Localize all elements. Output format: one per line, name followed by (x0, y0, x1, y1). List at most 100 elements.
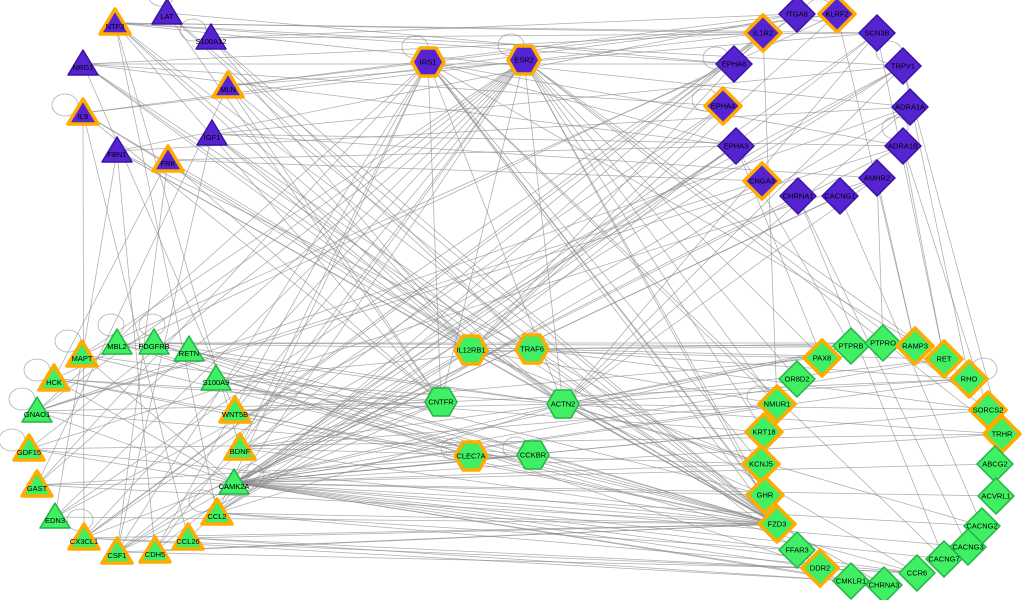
node-FBN1[interactable]: FBN1 (101, 136, 133, 163)
edge (188, 349, 766, 496)
edge (210, 13, 798, 39)
edge (153, 342, 852, 347)
green-diamond-shape (745, 475, 785, 515)
edge (54, 150, 118, 518)
green-hexagon-shape (453, 440, 489, 472)
node-MBL2[interactable]: MBL2 (101, 328, 133, 355)
self-loop-edge (148, 0, 174, 7)
edge (239, 61, 429, 449)
edge (36, 180, 763, 412)
edge (116, 349, 472, 553)
green-diamond-shape (865, 566, 903, 600)
node-WNT5B[interactable]: WNT5B (218, 395, 252, 424)
purple-triangle-shape (151, 144, 185, 173)
node-CSF1[interactable]: CSF1 (100, 536, 134, 565)
node-CX3CL1[interactable]: CX3CL1 (67, 522, 101, 551)
edge (82, 63, 472, 351)
green-diamond-shape (800, 548, 840, 588)
edge (114, 22, 778, 525)
node-ADRA1A[interactable]: ADRA1A (891, 88, 929, 126)
green-triangle-shape (173, 335, 205, 362)
node-HCK[interactable]: HCK (37, 363, 71, 392)
edge (531, 348, 918, 574)
edge (427, 61, 821, 569)
edge (82, 63, 737, 147)
edge (114, 22, 442, 403)
edge (239, 447, 762, 465)
node-CCKBR[interactable]: CCKBR (516, 440, 550, 470)
green-triangle-shape (200, 364, 232, 391)
edge (239, 403, 564, 449)
edge (54, 516, 778, 525)
green-diamond-shape (924, 339, 964, 379)
green-hexagon-shape (424, 387, 458, 417)
purple-hexagon-shape (410, 46, 446, 78)
purple-diamond-shape (891, 88, 929, 126)
node-SCN3B[interactable]: SCN3B (858, 14, 896, 52)
node-ITGA8[interactable]: ITGA8 (778, 0, 816, 33)
edge (81, 59, 525, 356)
edge (233, 358, 945, 484)
edge (233, 65, 904, 484)
node-RETN[interactable]: RETN (173, 335, 205, 362)
edge (531, 348, 989, 411)
edge (116, 159, 169, 553)
node-CACNG1[interactable]: CACNG1 (821, 177, 859, 215)
green-triangle-shape (223, 432, 257, 461)
edge (82, 63, 724, 107)
purple-diamond-shape (858, 159, 896, 197)
node-LAT[interactable]: LAT (151, 0, 183, 25)
edge (166, 12, 735, 65)
self-loop-edge (97, 313, 125, 337)
node-ADRA1B[interactable]: ADRA1B (884, 127, 922, 165)
node-CLEC7A[interactable]: CLEC7A (453, 440, 489, 472)
edge (166, 12, 533, 350)
node-IRS1[interactable]: IRS1 (410, 46, 446, 78)
green-diamond-shape (778, 531, 816, 569)
edge (234, 403, 564, 412)
edge (211, 133, 904, 147)
edge (239, 59, 525, 449)
node-CCL26[interactable]: CCL26 (171, 522, 205, 551)
edge (562, 403, 762, 465)
edge (82, 112, 85, 539)
green-triangle-shape (39, 502, 71, 529)
edge (902, 145, 945, 360)
edge (427, 61, 762, 465)
node-TRAF6[interactable]: TRAF6 (514, 333, 550, 365)
edge (187, 523, 778, 539)
node-CNTFR[interactable]: CNTFR (424, 387, 458, 417)
node-KCNJ5[interactable]: KCNJ5 (741, 444, 781, 484)
node-NTF3[interactable]: NTF3 (98, 7, 132, 36)
edge (53, 378, 778, 525)
node-KLRF2[interactable]: KLRF2 (817, 0, 857, 34)
green-diamond-shape (832, 562, 870, 600)
edge (54, 65, 904, 518)
edge (54, 59, 525, 518)
edge (36, 484, 778, 525)
node-PTPRO[interactable]: PTPRO (864, 324, 902, 362)
edge (233, 482, 885, 586)
purple-diamond-shape (743, 13, 783, 53)
node-ABCG2[interactable]: ABCG2 (976, 445, 1014, 483)
edge (531, 348, 945, 360)
node-ACTN2[interactable]: ACTN2 (546, 389, 580, 419)
edge (876, 177, 884, 344)
purple-diamond-shape (703, 86, 743, 126)
node-IL12RB1[interactable]: IL12RB1 (453, 334, 489, 366)
edge (233, 482, 821, 569)
node-GAST[interactable]: GAST (20, 469, 54, 498)
green-diamond-shape (895, 326, 935, 366)
green-diamond-shape (925, 540, 963, 578)
node-S100A9[interactable]: S100A9 (200, 364, 232, 391)
node-ESR2[interactable]: ESR2 (506, 44, 542, 76)
node-NRG1[interactable]: NRG1 (67, 49, 99, 76)
green-diamond-shape (976, 445, 1014, 483)
node-GDF15[interactable]: GDF15 (12, 433, 46, 462)
green-diamond-shape (757, 504, 797, 544)
edge (216, 106, 911, 514)
green-triangle-shape (101, 328, 133, 355)
edge (114, 22, 735, 65)
